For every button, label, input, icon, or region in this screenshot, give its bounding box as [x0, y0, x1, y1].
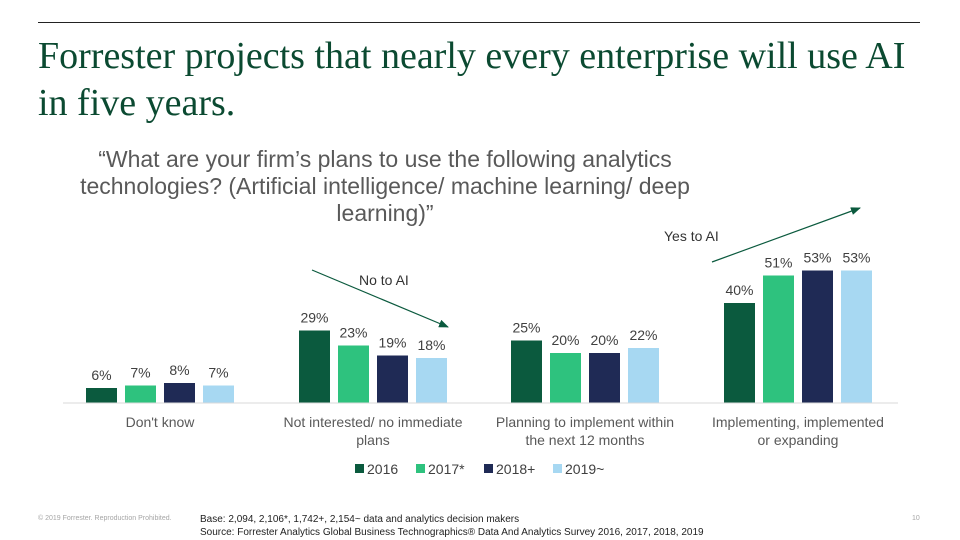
- base-note: Base: 2,094, 2,106*, 1,742+, 2,154~ data…: [200, 514, 520, 525]
- bar: [125, 385, 156, 403]
- value-label: 20%: [551, 332, 579, 348]
- value-label: 22%: [629, 327, 657, 343]
- bar: [164, 383, 195, 403]
- value-label: 25%: [512, 320, 540, 336]
- top-rule: [38, 22, 920, 23]
- value-label: 7%: [130, 365, 150, 381]
- survey-question: “What are your firm’s plans to use the f…: [80, 146, 690, 226]
- legend-swatch: [355, 464, 364, 473]
- category-label: Implementing, implemented: [712, 414, 884, 430]
- legend-swatch: [416, 464, 425, 473]
- value-label: 18%: [417, 337, 445, 353]
- legend-swatch: [484, 464, 493, 473]
- bar: [841, 270, 872, 403]
- bar: [763, 275, 794, 403]
- category-label: Don't know: [126, 414, 196, 430]
- bar: [299, 330, 330, 403]
- legend-label: 2016: [367, 461, 398, 477]
- no-to-ai-arrow: [311, 269, 449, 328]
- yes-to-ai-label: Yes to AI: [664, 228, 719, 244]
- bar: [86, 388, 117, 403]
- value-label: 7%: [208, 365, 228, 381]
- value-label: 8%: [169, 362, 189, 378]
- legend-label: 2017*: [428, 461, 465, 477]
- value-labels-group: 6% 7% 8% 7% 29% 23% 19% 18% 25% 20% 20% 22% 40% 51% 53…: [91, 250, 870, 384]
- legend-label: 2018+: [496, 461, 535, 477]
- yes-to-ai-arrow: [711, 207, 861, 263]
- bar: [416, 358, 447, 403]
- source-note: Source: Forrester Analytics Global Busin…: [200, 527, 704, 538]
- copyright: © 2019 Forrester. Reproduction Prohibite…: [38, 515, 172, 522]
- bar: [589, 353, 620, 403]
- legend-label: 2019~: [565, 461, 604, 477]
- footer-notes: Base: 2,094, 2,106*, 1,742+, 2,154~ data…: [200, 513, 704, 539]
- bars-group: [86, 270, 872, 403]
- no-to-ai-label: No to AI: [359, 272, 409, 288]
- value-label: 19%: [378, 335, 406, 351]
- value-label: 23%: [339, 325, 367, 341]
- bar: [338, 345, 369, 403]
- bar: [802, 270, 833, 403]
- value-label: 40%: [725, 282, 753, 298]
- value-label: 20%: [590, 332, 618, 348]
- bar: [377, 355, 408, 403]
- category-label: or expanding: [758, 432, 839, 448]
- category-label: Planning to implement within: [496, 414, 674, 430]
- bar: [724, 303, 755, 403]
- value-label: 6%: [91, 367, 111, 383]
- bar: [203, 385, 234, 403]
- category-label: the next 12 months: [525, 432, 644, 448]
- bar: [628, 348, 659, 403]
- category-label: Not interested/ no immediate: [284, 414, 463, 430]
- page-number: 10: [912, 515, 920, 522]
- bar: [550, 353, 581, 403]
- value-label: 53%: [803, 250, 831, 266]
- value-label: 53%: [842, 250, 870, 266]
- legend: 2016 2017* 2018+ 2019~: [355, 461, 604, 477]
- category-label: plans: [356, 432, 389, 448]
- value-label: 51%: [764, 255, 792, 271]
- value-label: 29%: [300, 310, 328, 326]
- slide-title: Forrester projects that nearly every ent…: [38, 35, 906, 124]
- category-labels-group: Don't know Not interested/ no immediate pl…: [126, 414, 884, 448]
- legend-swatch: [553, 464, 562, 473]
- bar: [511, 340, 542, 403]
